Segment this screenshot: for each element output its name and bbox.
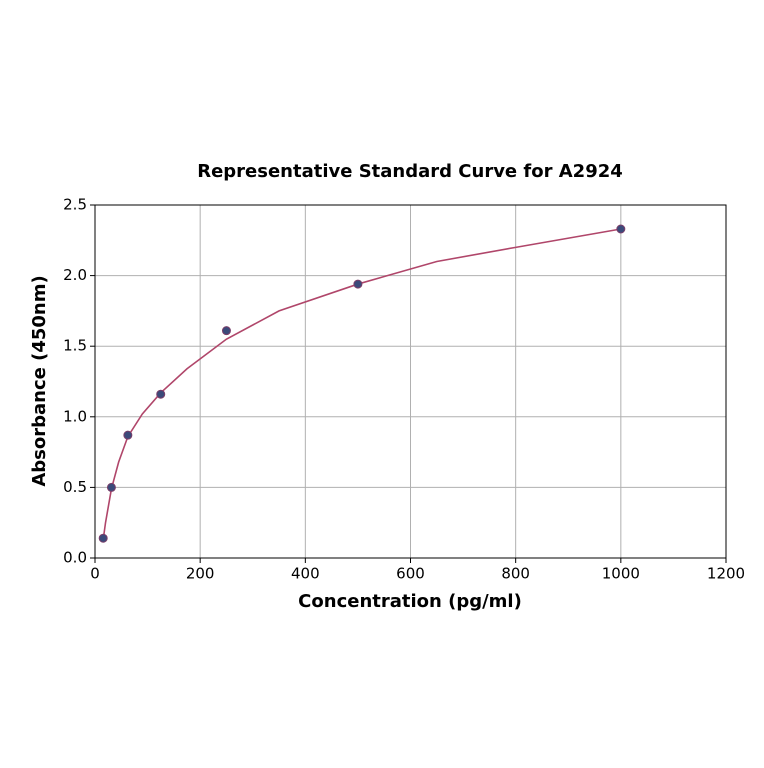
x-tick-label: 800 <box>501 565 530 583</box>
data-point <box>353 279 363 289</box>
x-tick-label: 0 <box>90 565 100 583</box>
y-tick-label: 1.5 <box>63 337 87 355</box>
data-point <box>123 430 133 440</box>
x-tick-label: 1200 <box>707 565 745 583</box>
data-point <box>156 389 166 399</box>
y-tick-label: 2.5 <box>63 196 87 214</box>
y-tick-label: 0.5 <box>63 478 87 496</box>
x-tick-label: 600 <box>396 565 425 583</box>
data-point <box>616 224 626 234</box>
x-tick-label: 1000 <box>602 565 640 583</box>
x-axis-label: Concentration (pg/ml) <box>298 591 522 612</box>
y-tick-label: 2.0 <box>63 266 87 284</box>
data-point <box>98 533 108 543</box>
plot-frame <box>94 204 727 559</box>
x-tick-label: 400 <box>291 565 320 583</box>
data-point <box>221 326 231 336</box>
y-tick-label: 0.0 <box>63 549 87 567</box>
chart-title: Representative Standard Curve for A2924 <box>197 161 623 182</box>
y-tick-label: 1.0 <box>63 407 87 425</box>
y-axis-label: Absorbance (450nm) <box>29 275 50 486</box>
x-tick-label: 200 <box>186 565 215 583</box>
data-point <box>106 482 116 492</box>
